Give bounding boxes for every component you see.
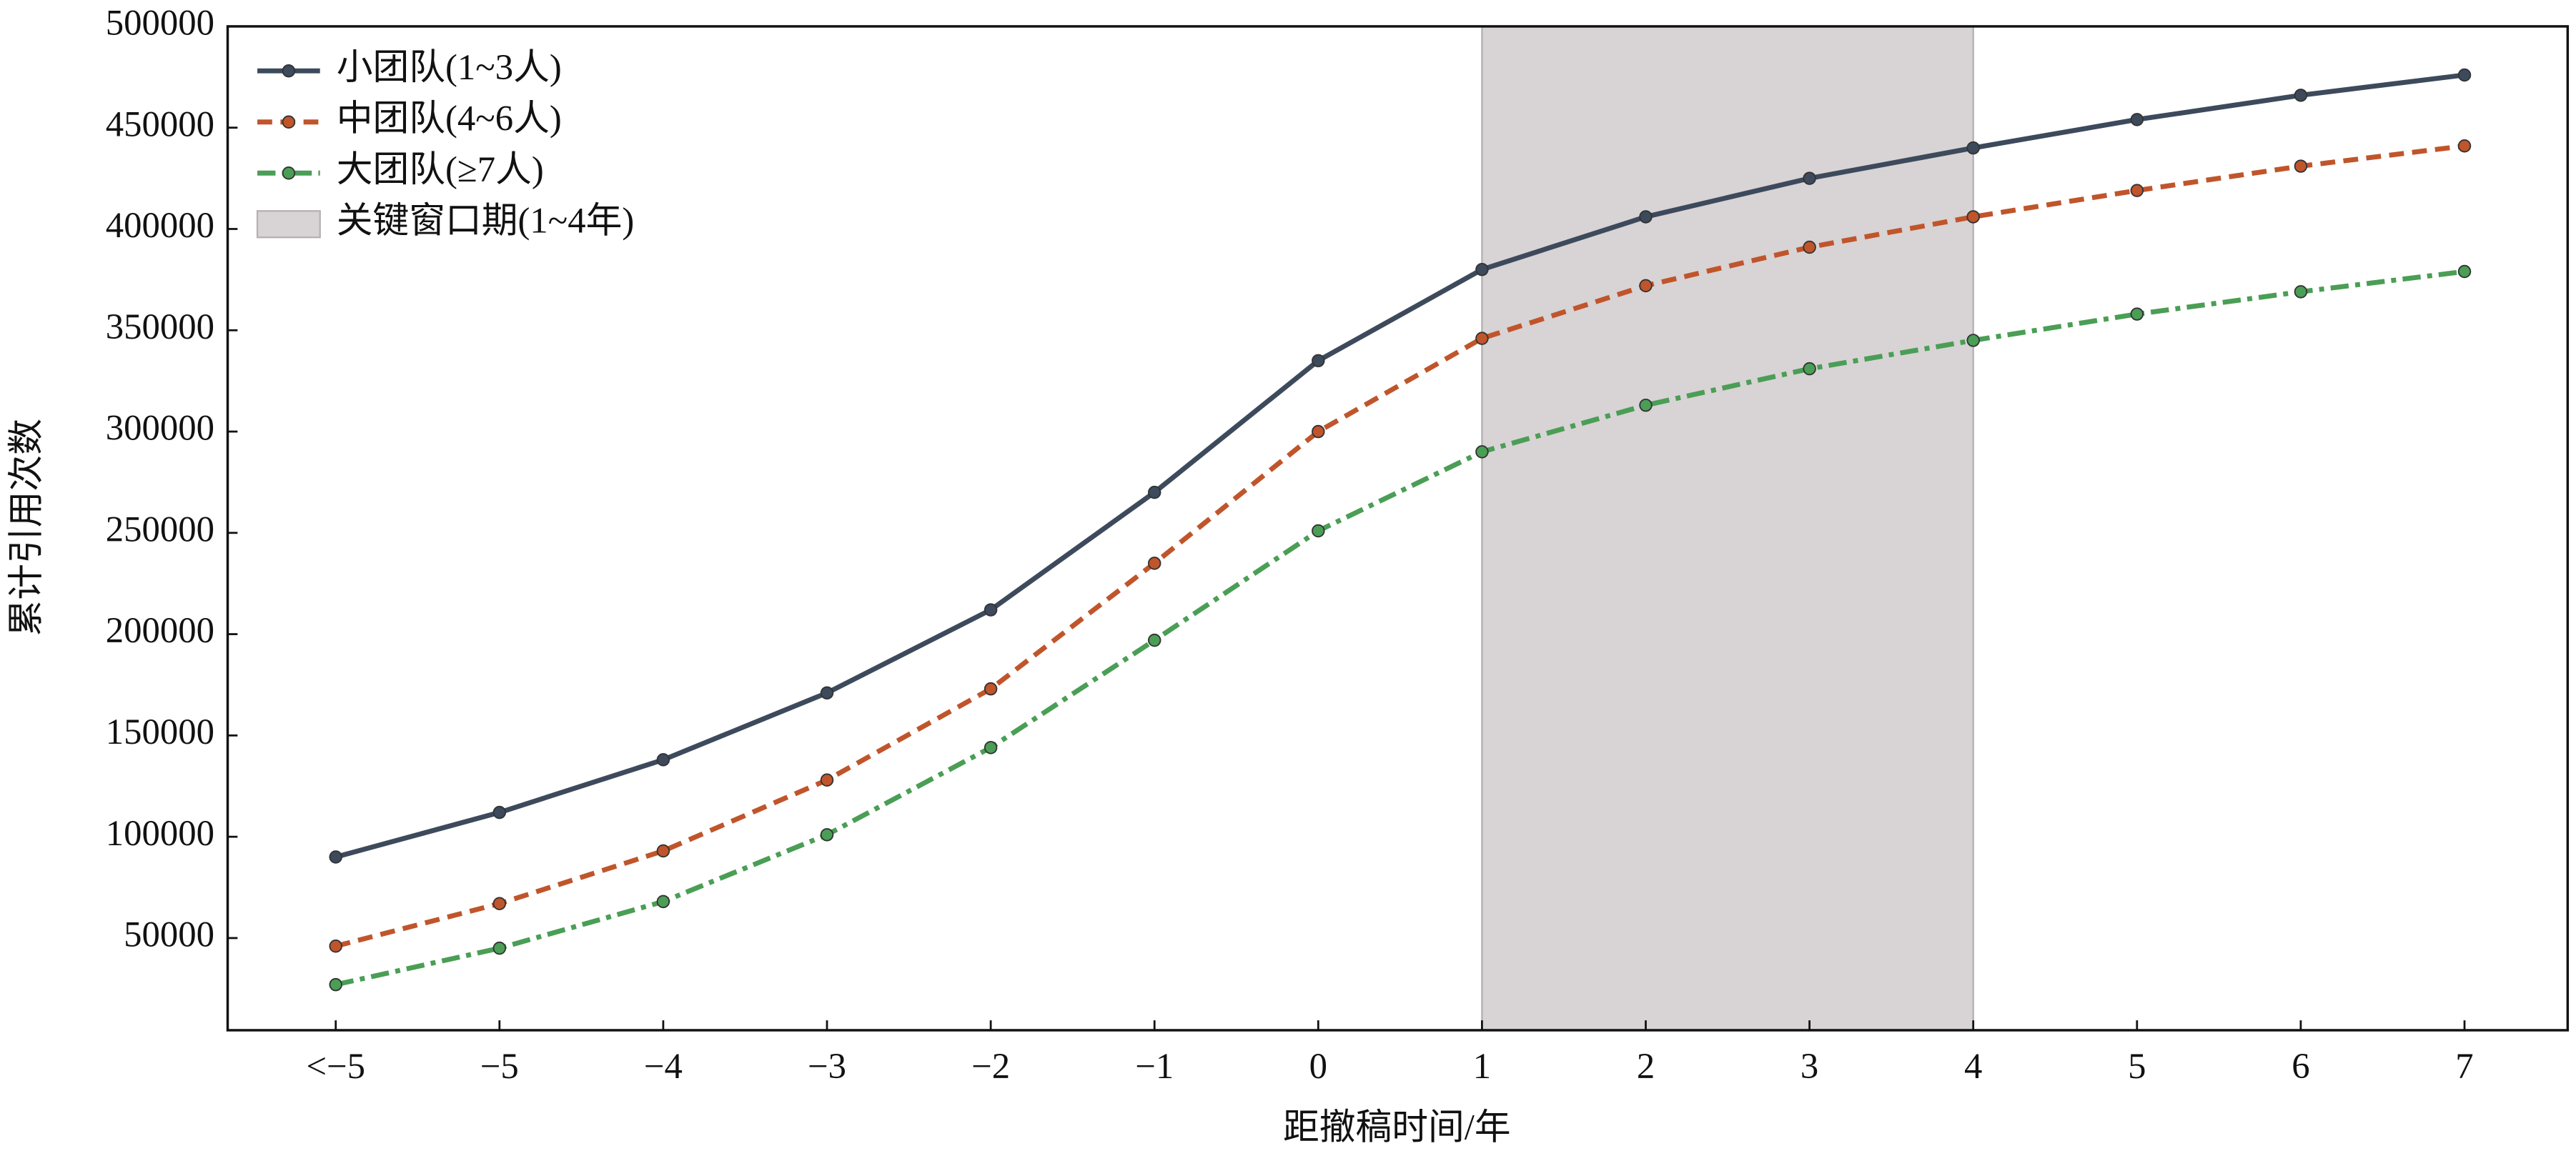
legend-label: 大团队(≥7人) [337,149,544,189]
series-line [335,269,2465,987]
point [820,686,834,700]
point [1803,240,1816,254]
x-tick-label: 7 [2455,1046,2473,1086]
y-tick-label: 100000 [106,813,214,853]
point [329,940,342,953]
y-tick-label: 150000 [106,712,214,752]
point [329,977,342,992]
point [1966,210,1980,224]
point [1803,362,1816,376]
point [2130,113,2144,126]
x-tick-label: −4 [644,1046,683,1086]
x-tick-label: −3 [808,1046,846,1086]
legend-label: 中团队(4~6人) [337,98,562,138]
y-axis-label: 累计引用次数 [6,419,46,637]
point [2294,159,2308,173]
legend-marker [282,166,296,180]
point [656,753,670,767]
y-tick-label: 400000 [106,205,214,245]
x-tick-label: 5 [2128,1046,2146,1086]
x-tick-label: 0 [1309,1046,1327,1086]
point [1475,332,1489,345]
series-line [335,72,2465,859]
legend-swatch [256,210,321,239]
point [2130,307,2144,321]
point [2294,89,2308,102]
legend-marker [282,64,296,78]
x-tick-label: 1 [1473,1046,1491,1086]
point [984,682,998,696]
point [820,828,834,842]
point [492,897,507,910]
point [1639,398,1653,412]
point [1803,171,1816,185]
y-tick-label: 200000 [106,610,214,650]
y-tick-label: 500000 [106,3,214,43]
point [984,741,998,754]
point [2457,139,2472,153]
x-tick-label: 3 [1800,1046,1818,1086]
point [820,773,834,787]
legend-marker [282,115,296,129]
point [1966,334,1980,347]
y-tick-label: 50000 [124,915,214,955]
point [492,941,507,955]
y-tick-label: 300000 [106,408,214,448]
point [984,603,998,617]
highlight-span [1481,25,1974,1032]
point [492,805,507,819]
point [2130,184,2144,197]
y-tick-label: 250000 [106,509,214,549]
point [2457,68,2472,82]
x-tick-label: 4 [1964,1046,1982,1086]
plot-frame [226,25,2570,1032]
point [1312,354,1325,368]
point [1639,279,1653,293]
x-tick-label: <−5 [306,1046,365,1086]
x-tick-label: 6 [2292,1046,2309,1086]
point [1147,557,1161,570]
x-tick-label: −5 [480,1046,519,1086]
point [1312,524,1325,538]
x-tick-label: −1 [1135,1046,1174,1086]
point [656,844,670,858]
point [1147,633,1161,647]
point [1475,445,1489,459]
point [1312,424,1325,439]
legend-label: 小团队(1~3人) [337,47,562,87]
point [329,850,342,864]
point [2457,264,2472,279]
x-tick-label: 2 [1637,1046,1655,1086]
x-axis-label: 距撤稿时间/年 [1283,1107,1511,1147]
legend-label: 关键窗口期(1~4年) [337,200,635,240]
point [1147,485,1161,499]
point [2294,285,2308,299]
point [1639,210,1653,224]
series-line [335,143,2465,949]
x-tick-label: −2 [971,1046,1010,1086]
point [1966,141,1980,155]
y-tick-label: 450000 [106,104,214,144]
y-tick-label: 350000 [106,307,214,347]
point [1475,262,1489,276]
point [656,895,670,909]
